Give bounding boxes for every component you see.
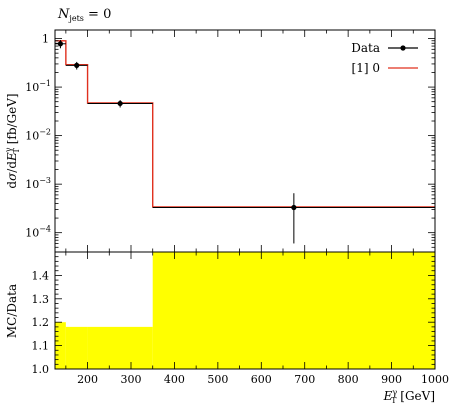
x-tick-label-2: 400 (164, 373, 185, 386)
y-axis-label-upper: dσ/dEγT [fb/GeV] (4, 93, 21, 188)
panel-title: Njets = 0 (57, 7, 111, 23)
ratio-panel-frame (54, 251, 436, 370)
x-tick-label-6: 800 (338, 373, 359, 386)
data-point-3 (152, 193, 435, 244)
y-tick-label-upper-2: 10−2 (25, 128, 51, 143)
legend: Data [1] 0 (351, 41, 418, 75)
x-tick-label-5: 700 (294, 373, 315, 386)
x-tick-label-7: 900 (381, 373, 402, 386)
upper-panel: 1 10−1 10−2 10−3 10−4 Njets = 0 dσ/dEγT [fb/… (4, 7, 436, 253)
data-marker-3 (291, 204, 297, 211)
ratio-y-tick-label-0: 1.0 (32, 363, 50, 376)
legend-data-marker (400, 45, 406, 51)
data-marker-1 (74, 62, 80, 68)
y-tick-label-upper-1: 10−1 (25, 79, 51, 94)
y-tick-label-upper-3: 10−3 (25, 176, 51, 191)
data-marker-0 (57, 41, 64, 47)
x-tick-label-8: 1000 (421, 373, 449, 386)
data-point-2 (87, 100, 153, 108)
ratio-band-bin-1 (65, 326, 88, 369)
y-axis-label-ratio: MC/Data (5, 284, 19, 338)
data-point-0 (55, 40, 66, 49)
x-tick-label-1: 300 (121, 373, 142, 386)
ratio-y-tick-label-3: 1.3 (32, 293, 50, 306)
ratio-band-bin-2 (87, 326, 153, 369)
y-tick-label-upper-4: 10−4 (25, 225, 51, 240)
x-tick-label-0: 200 (77, 373, 98, 386)
data-point-1 (65, 61, 88, 70)
ratio-y-tick-label-2: 1.2 (32, 316, 50, 329)
legend-label-data: Data (351, 41, 380, 55)
ratio-band-bin-3 (152, 252, 435, 369)
x-tick-label-3: 500 (207, 373, 228, 386)
legend-label-mc: [1] 0 (352, 61, 380, 75)
x-tick-label-4: 600 (251, 373, 272, 386)
ratio-panel: 200 300 400 500 600 700 800 900 1000 1.0 1.1 1.2 1.3… (5, 251, 449, 405)
ratio-y-tick-label-4: 1.4 (32, 269, 50, 282)
x-axis-label: Eγ T [GeV] (383, 388, 435, 405)
data-marker-2 (117, 100, 123, 107)
y-tick-label-upper-0: 1 (42, 33, 49, 46)
mc-step-line (55, 40, 435, 208)
ratio-y-tick-label-1: 1.1 (32, 340, 50, 353)
